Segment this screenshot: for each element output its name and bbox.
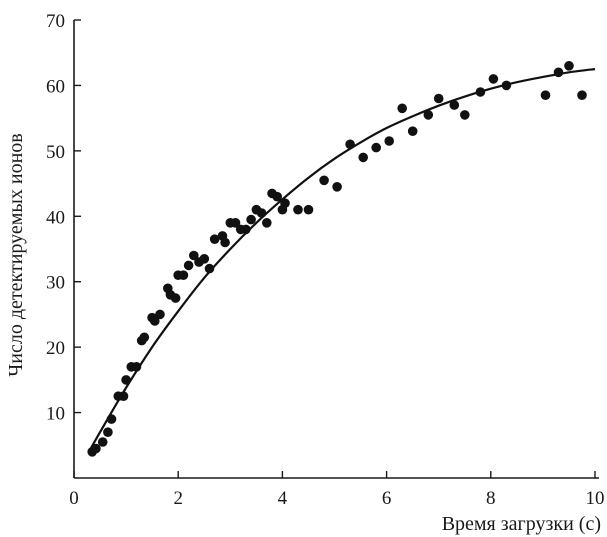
data-point — [256, 208, 267, 218]
data-point — [220, 237, 230, 248]
data-point — [345, 139, 355, 150]
data-point — [246, 214, 256, 225]
plot-area: 0 2 4 6 8 10 10 20 30 40 50 60 70 — [46, 11, 605, 509]
x-tick-label: 8 — [486, 488, 496, 509]
data-point — [118, 391, 129, 402]
y-tick-label: 20 — [46, 338, 65, 359]
data-point — [230, 218, 241, 228]
x-ticks: 0 2 4 6 8 10 — [69, 471, 605, 509]
data-point — [103, 427, 113, 438]
data-point — [189, 250, 199, 261]
data-point — [121, 375, 131, 385]
data-point — [209, 234, 220, 244]
data-point — [262, 218, 272, 228]
data-point — [91, 443, 101, 454]
x-tick-label: 4 — [278, 488, 288, 509]
x-tick-label: 10 — [586, 488, 605, 509]
y-axis-label: Число детектируемых ионов — [5, 133, 27, 376]
data-point — [501, 80, 512, 91]
x-tick-label: 6 — [382, 488, 392, 509]
data-point — [564, 61, 574, 71]
data-point — [199, 253, 210, 264]
data-point — [407, 126, 418, 136]
data-point — [475, 87, 486, 97]
data-point — [272, 191, 283, 202]
data-point — [358, 152, 369, 163]
data-point — [577, 90, 587, 100]
data-point — [540, 90, 551, 100]
data-point — [319, 175, 329, 186]
y-tick-label: 70 — [46, 11, 65, 32]
data-point — [178, 270, 189, 281]
fit-curve — [88, 68, 596, 452]
data-point — [293, 204, 303, 215]
data-point — [423, 110, 434, 120]
data-point — [280, 198, 290, 208]
data-point — [150, 316, 160, 326]
x-tick-label: 0 — [69, 488, 79, 509]
data-point — [170, 293, 181, 303]
data-point — [303, 204, 314, 215]
data-point — [460, 110, 470, 120]
y-ticks: 10 20 30 40 50 60 70 — [46, 11, 81, 425]
data-point — [155, 309, 165, 320]
data-point — [241, 224, 251, 235]
x-axis-label: Время загрузки (с) — [442, 513, 601, 535]
y-tick-label: 60 — [46, 76, 65, 97]
data-point — [488, 74, 499, 84]
data-point — [97, 437, 108, 447]
y-tick-label: 50 — [46, 142, 65, 163]
data-points — [87, 61, 587, 457]
y-tick-label: 30 — [46, 273, 65, 294]
data-point — [553, 67, 564, 78]
data-point — [131, 362, 142, 372]
x-tick-label: 2 — [173, 488, 183, 509]
data-point — [204, 263, 215, 274]
data-point — [371, 142, 382, 153]
data-point — [397, 103, 408, 114]
data-point — [106, 414, 117, 424]
y-tick-label: 10 — [46, 404, 65, 425]
data-point — [183, 260, 194, 271]
y-tick-label: 40 — [46, 207, 65, 228]
data-point — [449, 100, 460, 110]
data-point — [139, 332, 150, 343]
data-point — [384, 136, 395, 146]
data-point — [433, 93, 444, 104]
data-point — [332, 182, 342, 192]
